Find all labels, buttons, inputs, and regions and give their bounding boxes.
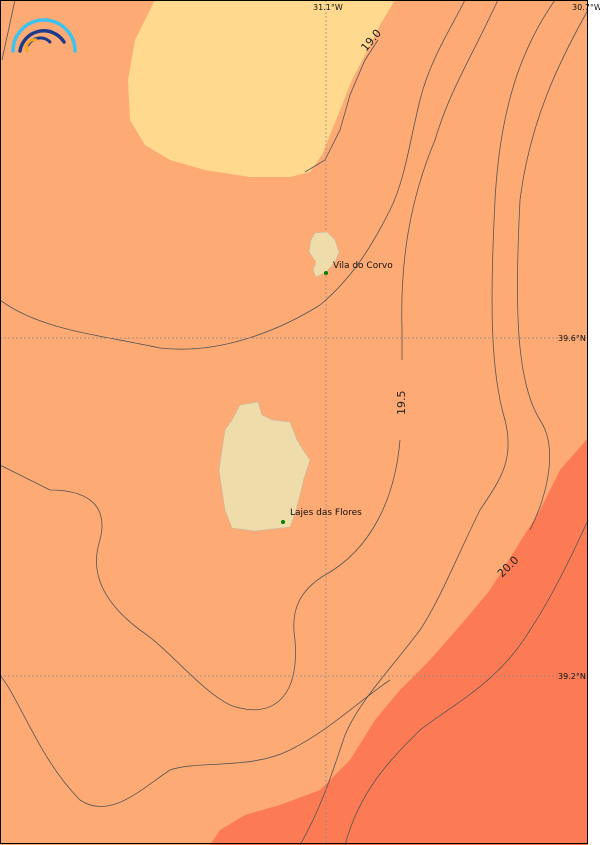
lon-label-30-7w: 30.7°W [572, 3, 600, 12]
place-label-lajes-das-flores: Lajes das Flores [290, 508, 362, 518]
high-band-region [210, 438, 588, 845]
lat-label-39-6n: 39.6°N [558, 334, 586, 343]
place-label-vila-do-corvo: Vila do Corvo [333, 261, 393, 271]
low-band-region [128, 0, 395, 177]
corvo-island [308, 231, 340, 278]
contour-label-19-5: 19.5 [395, 391, 408, 416]
lajes-das-flores-marker[interactable] [281, 520, 285, 524]
vila-do-corvo-marker[interactable] [324, 271, 328, 275]
map-frame [0, 0, 588, 844]
lon-label-31-1w: 31.1°W [313, 3, 343, 12]
lat-label-39-2n: 39.2°N [558, 672, 586, 681]
flores-island [218, 401, 311, 532]
arc-logo-icon [11, 18, 77, 53]
